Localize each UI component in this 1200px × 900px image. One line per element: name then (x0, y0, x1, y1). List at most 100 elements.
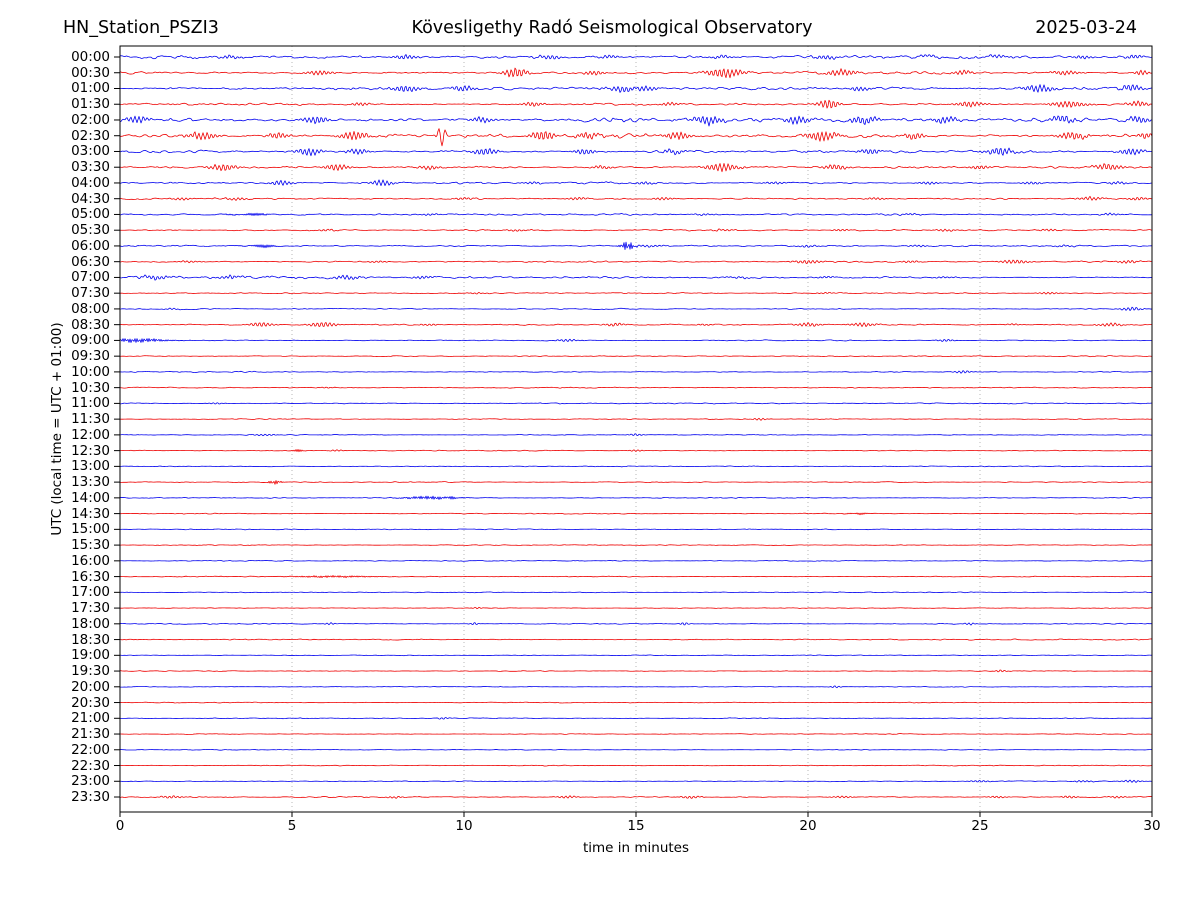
trace-23:30 (119, 795, 1153, 799)
trace-20:30 (119, 701, 1153, 704)
plot-border (119, 45, 1153, 813)
y-tick-label-16:30: 16:30 (71, 568, 110, 585)
trace-09:30 (119, 355, 1153, 358)
trace-07:00 (119, 274, 1153, 281)
trace-01:30 (119, 99, 1153, 109)
trace-18:00 (119, 622, 1153, 626)
trace-04:30 (119, 195, 1153, 201)
trace-06:30 (119, 259, 1153, 264)
trace-15:00 (119, 528, 1152, 531)
observatory-title: Kövesligethy Radó Seismological Observat… (411, 18, 813, 38)
trace-10:00 (119, 370, 1153, 374)
y-tick-label-16:00: 16:00 (71, 552, 110, 569)
x-tick-label-20: 20 (799, 818, 817, 834)
trace-23:00 (119, 779, 1153, 783)
y-tick-label-18:00: 18:00 (71, 615, 110, 632)
y-tick-label-06:00: 06:00 (71, 237, 110, 254)
y-tick-label-07:00: 07:00 (71, 269, 110, 286)
trace-14:00 (119, 495, 1153, 500)
trace-08:00 (119, 306, 1153, 311)
trace-03:00 (119, 147, 1153, 157)
y-tick-label-09:30: 09:30 (71, 348, 110, 365)
y-tick-label-21:30: 21:30 (71, 726, 110, 743)
y-tick-label-08:30: 08:30 (71, 316, 110, 333)
date-label: 2025-03-24 (1035, 18, 1137, 38)
y-tick-label-00:30: 00:30 (71, 64, 110, 81)
y-tick-label-17:30: 17:30 (71, 600, 110, 617)
y-tick-label-10:30: 10:30 (71, 379, 110, 396)
trace-17:00 (119, 591, 1153, 594)
trace-11:00 (119, 402, 1153, 405)
y-tick-label-15:30: 15:30 (71, 537, 110, 554)
y-tick-label-05:00: 05:00 (71, 206, 110, 223)
trace-12:00 (119, 433, 1153, 437)
trace-07:30 (119, 291, 1153, 295)
trace-18:30 (119, 638, 1153, 641)
trace-20:00 (119, 685, 1153, 689)
trace-21:00 (119, 717, 1153, 720)
trace-02:00 (119, 115, 1153, 127)
x-tick-label-25: 25 (971, 818, 989, 834)
trace-12:30 (120, 449, 1153, 453)
y-tick-label-15:00: 15:00 (71, 521, 110, 538)
x-tick-label-0: 0 (115, 818, 125, 834)
y-tick-label-11:00: 11:00 (71, 395, 110, 412)
trace-04:00 (119, 179, 1153, 187)
trace-14:30 (119, 512, 1153, 516)
y-tick-label-02:00: 02:00 (71, 111, 110, 128)
trace-06:00 (119, 241, 1153, 250)
y-tick-label-22:00: 22:00 (71, 741, 110, 758)
x-tick-label-10: 10 (455, 818, 473, 834)
x-tick-label-5: 5 (287, 818, 297, 834)
y-tick-label-02:30: 02:30 (71, 127, 110, 144)
y-tick-label-03:30: 03:30 (71, 159, 110, 176)
trace-08:30 (119, 322, 1153, 327)
y-tick-label-05:30: 05:30 (71, 222, 110, 239)
y-tick-label-04:00: 04:00 (71, 174, 110, 191)
y-tick-label-13:30: 13:30 (71, 474, 110, 491)
trace-16:30 (119, 575, 1153, 579)
trace-19:30 (119, 669, 1153, 673)
y-tick-label-22:30: 22:30 (71, 757, 110, 774)
y-tick-label-19:00: 19:00 (71, 647, 110, 664)
trace-15:30 (119, 544, 1153, 546)
x-tick-label-30: 30 (1143, 818, 1161, 834)
trace-22:00 (119, 749, 1153, 751)
y-tick-label-01:00: 01:00 (71, 80, 110, 97)
trace-11:30 (119, 417, 1153, 421)
trace-13:00 (119, 465, 1153, 468)
x-tick-label-15: 15 (627, 818, 645, 834)
trace-10:30 (119, 386, 1153, 389)
y-tick-label-01:30: 01:30 (71, 96, 110, 113)
trace-03:30 (119, 163, 1153, 173)
y-tick-label-12:00: 12:00 (71, 426, 110, 443)
y-tick-label-03:00: 03:00 (71, 143, 110, 160)
trace-09:00 (119, 338, 1153, 343)
y-tick-label-23:00: 23:00 (71, 773, 110, 790)
y-tick-label-04:30: 04:30 (71, 190, 110, 207)
y-tick-label-14:00: 14:00 (71, 489, 110, 506)
y-tick-label-12:30: 12:30 (71, 442, 110, 459)
trace-13:30 (119, 480, 1153, 485)
trace-02:30 (119, 128, 1153, 147)
y-tick-label-13:00: 13:00 (71, 458, 110, 475)
y-tick-label-07:30: 07:30 (71, 285, 110, 302)
y-tick-label-10:00: 10:00 (71, 363, 110, 380)
y-tick-label-18:30: 18:30 (71, 631, 110, 648)
x-axis-label: time in minutes (582, 840, 690, 856)
trace-00:30 (119, 67, 1153, 79)
y-tick-label-09:00: 09:00 (71, 332, 110, 349)
trace-00:00 (119, 54, 1153, 60)
helicorder-plot (114, 45, 1153, 817)
y-tick-label-17:00: 17:00 (71, 584, 110, 601)
y-tick-label-14:30: 14:30 (71, 505, 110, 522)
trace-16:00 (119, 560, 1152, 562)
trace-01:00 (119, 84, 1153, 93)
y-tick-label-19:30: 19:30 (71, 663, 110, 680)
y-tick-label-20:00: 20:00 (71, 678, 110, 695)
y-tick-label-08:00: 08:00 (71, 300, 110, 317)
y-tick-label-11:30: 11:30 (71, 411, 110, 428)
y-tick-label-06:30: 06:30 (71, 253, 110, 270)
trace-22:30 (119, 764, 1153, 767)
